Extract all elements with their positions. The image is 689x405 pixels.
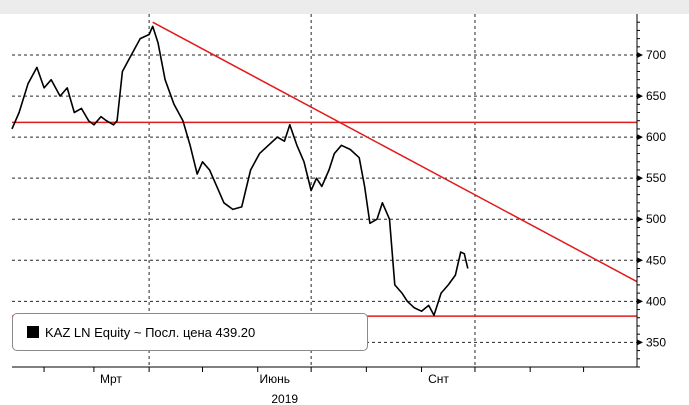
- price-line: [11, 25, 469, 317]
- chart-legend: KAZ LN Equity ~ Посл. цена 439.20: [12, 313, 368, 351]
- series: [11, 25, 469, 317]
- x-tick-label: Снт: [428, 372, 449, 386]
- y-tick-mark: [637, 339, 643, 346]
- y-tick-mark: [637, 216, 643, 223]
- y-tick-label: 350: [646, 335, 666, 349]
- y-tick-label: 650: [646, 89, 666, 103]
- y-tick-mark: [637, 257, 643, 264]
- trend-line: [152, 21, 638, 283]
- x-tick-label: Мрт: [100, 372, 122, 386]
- y-tick-label: 500: [646, 212, 666, 226]
- axes: 350 400 450 500 550 600 650 700 Мрт Июнь Снт 2019: [12, 14, 666, 405]
- y-tick-mark: [637, 134, 643, 141]
- legend-swatch: [27, 326, 39, 338]
- y-tick-label: 550: [646, 171, 666, 185]
- y-tick-mark: [637, 93, 643, 100]
- y-tick-label: 600: [646, 130, 666, 144]
- y-tick-label: 450: [646, 253, 666, 267]
- y-tick-mark: [637, 298, 643, 305]
- x-year-label: 2019: [271, 392, 298, 405]
- y-tick-label: 400: [646, 294, 666, 308]
- legend-label: KAZ LN Equity ~ Посл. цена 439.20: [45, 324, 256, 340]
- x-tick-label: Июнь: [259, 372, 290, 386]
- y-tick-label: 700: [646, 48, 666, 62]
- reference-lines: [12, 21, 638, 317]
- y-tick-mark: [637, 175, 643, 182]
- y-tick-mark: [637, 52, 643, 59]
- chart-header-band: [0, 0, 689, 14]
